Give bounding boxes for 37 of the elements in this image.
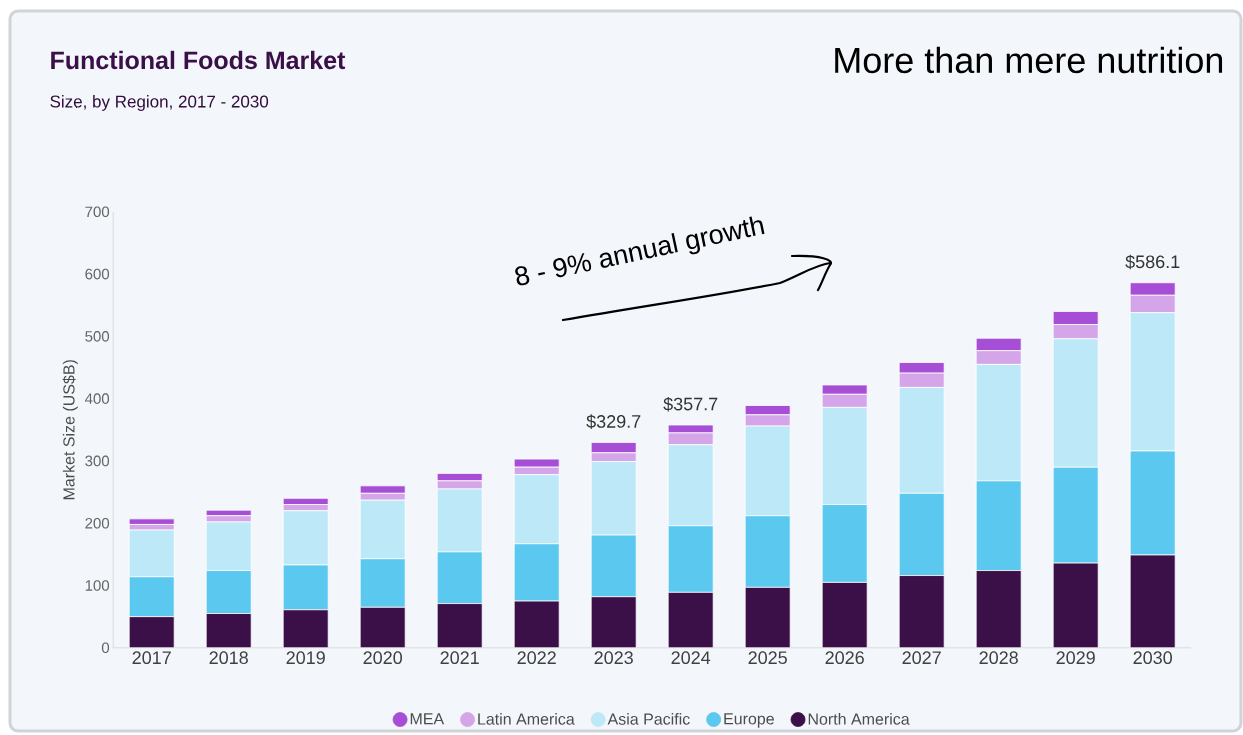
legend-label: North America <box>808 713 910 725</box>
y-tick-label: 100 <box>85 580 110 591</box>
y-tick-label: 400 <box>84 393 110 404</box>
x-tick-label: 2025 <box>748 651 787 665</box>
x-tick-label: 2023 <box>594 651 633 665</box>
y-tick-label: 0 <box>101 642 110 654</box>
legend-label: MEA <box>410 713 445 725</box>
y-tick-label: 700 <box>85 206 110 218</box>
chart-subtitle: Size, by Region, 2017 - 2030 <box>50 95 269 111</box>
x-tick-label: 2022 <box>517 651 556 665</box>
x-tick-label: 2024 <box>671 651 711 665</box>
annotation: 8 - 9% annual growth <box>515 216 765 286</box>
x-tick-label: 2026 <box>825 651 864 665</box>
x-tick-label: 2019 <box>286 651 325 665</box>
x-tick-label: 2020 <box>363 651 403 665</box>
legend-label: Europe <box>724 713 774 728</box>
x-tick-label: 2030 <box>1133 651 1172 665</box>
x-tick-label: 2017 <box>132 651 171 665</box>
total-label: $329.7 <box>586 414 641 429</box>
y-tick-label: 500 <box>85 331 110 342</box>
x-tick-label: 2028 <box>979 651 1018 665</box>
chart-title: Functional Foods Market <box>51 50 346 70</box>
y-axis-title: Market Size (US$B) <box>62 360 78 500</box>
x-tick-label: 2018 <box>209 651 248 665</box>
total-label: $586.1 <box>1125 254 1180 270</box>
total-label: $357.7 <box>663 396 718 412</box>
legend-label: Asia Pacific <box>607 713 690 725</box>
bar <box>128 518 175 525</box>
legend-label: Latin America <box>478 713 575 725</box>
x-tick-label: 2029 <box>1056 651 1095 665</box>
x-tick-label: 2021 <box>440 651 479 665</box>
bar <box>205 509 252 517</box>
y-tick-label: 200 <box>85 517 110 529</box>
text: More than mere nutrition <box>835 46 1223 74</box>
y-tick-label: 300 <box>85 455 110 467</box>
y-tick-label: 600 <box>85 268 110 280</box>
x-tick-label: 2027 <box>902 651 941 665</box>
